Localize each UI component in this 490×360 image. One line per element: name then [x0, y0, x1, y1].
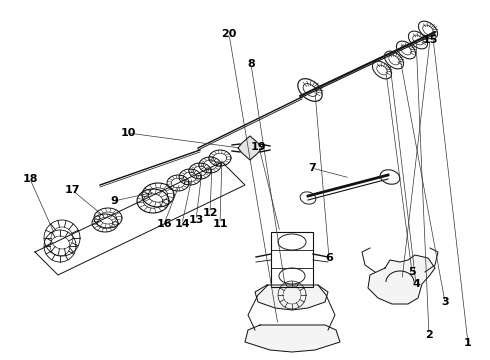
Polygon shape	[238, 136, 262, 160]
Text: 2: 2	[425, 330, 433, 340]
Text: 8: 8	[247, 59, 255, 69]
Text: 19: 19	[251, 142, 267, 152]
Polygon shape	[255, 285, 328, 310]
Text: 20: 20	[221, 29, 237, 39]
Text: 16: 16	[156, 219, 172, 229]
Text: 10: 10	[121, 128, 136, 138]
Polygon shape	[368, 255, 435, 304]
Text: 13: 13	[188, 215, 204, 225]
Text: 6: 6	[325, 253, 333, 263]
Text: 7: 7	[308, 163, 316, 173]
Text: 3: 3	[441, 297, 449, 307]
Text: 17: 17	[64, 185, 80, 195]
Text: 15: 15	[422, 35, 438, 45]
Text: 12: 12	[202, 208, 218, 218]
Polygon shape	[245, 325, 340, 352]
Text: 11: 11	[212, 219, 228, 229]
Text: 14: 14	[174, 219, 190, 229]
Text: 9: 9	[110, 196, 118, 206]
Text: 4: 4	[412, 279, 420, 289]
Text: 18: 18	[22, 174, 38, 184]
Text: 5: 5	[408, 267, 416, 277]
Text: 1: 1	[464, 338, 472, 348]
Bar	[271, 232, 313, 287]
